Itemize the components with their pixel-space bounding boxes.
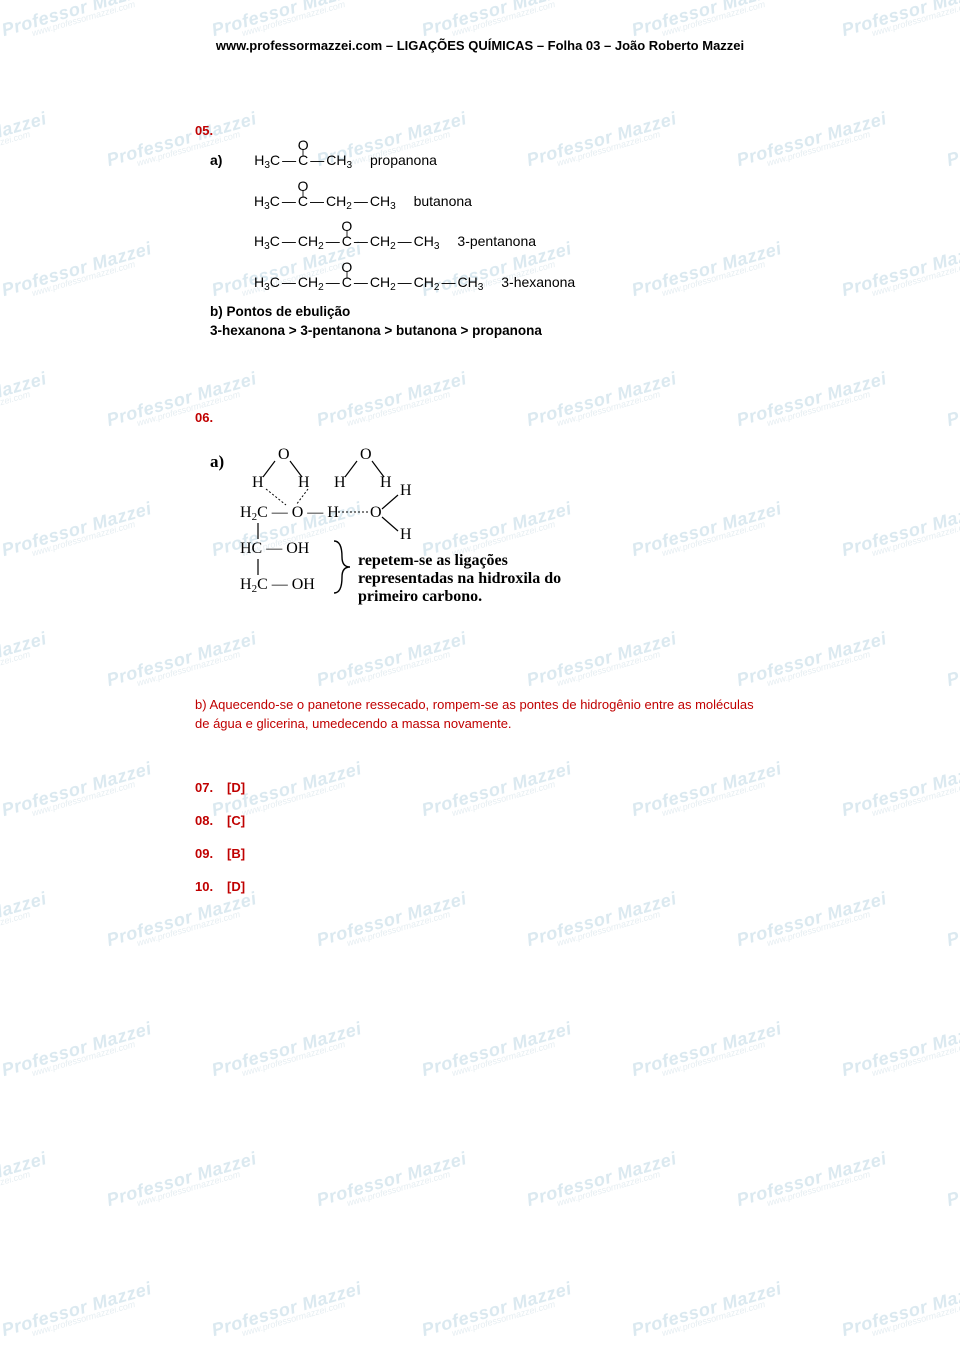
q06-diagram: a) O H H O H H H2C — O — H O H H xyxy=(210,439,900,642)
svg-text:O: O xyxy=(360,446,372,463)
question-number-06: 06. xyxy=(195,410,900,425)
q05-block: a) H3C—C—CH3 propanona H3C—C—CH2—CH3 but… xyxy=(210,152,900,340)
compound-3hexanona: H3C—CH2—C—CH2—CH2—CH3 xyxy=(254,274,483,290)
svg-text:H2C — OH: H2C — OH xyxy=(240,576,315,595)
compound-name: 3-pentanona xyxy=(457,233,536,249)
svg-text:O: O xyxy=(370,504,382,521)
q06-note-l3: primeiro carbono. xyxy=(358,588,482,605)
svg-text:H: H xyxy=(400,482,412,499)
svg-text:H: H xyxy=(400,526,412,543)
answer-row: 09.[B] xyxy=(195,846,900,861)
q05-part-a-label: a) xyxy=(210,152,222,168)
answer-row: 08.[C] xyxy=(195,813,900,828)
svg-text:H: H xyxy=(252,474,264,491)
answers-list: 07.[D] 08.[C] 09.[B] 10.[D] xyxy=(195,780,900,894)
compound-name: butanona xyxy=(414,193,472,209)
q05-part-b-order: 3-hexanona > 3-pentanona > butanona > pr… xyxy=(210,323,900,340)
svg-text:H: H xyxy=(298,474,310,491)
compound-propanona: H3C—C—CH3 xyxy=(254,152,352,168)
svg-text:a): a) xyxy=(210,452,224,471)
svg-text:H: H xyxy=(334,474,346,491)
compound-name: propanona xyxy=(370,152,437,168)
question-number-05: 05. xyxy=(195,123,900,138)
svg-text:H2C — O — H: H2C — O — H xyxy=(240,504,339,523)
q05-part-b-title: b) Pontos de ebulição xyxy=(210,304,900,321)
compound-name: 3-hexanona xyxy=(501,274,575,290)
q06-part-b-text: b) Aquecendo-se o panetone ressecado, ro… xyxy=(195,696,765,734)
answer-row: 10.[D] xyxy=(195,879,900,894)
q06-note-l2: representadas na hidroxila do xyxy=(358,570,561,587)
compound-butanona: H3C—C—CH2—CH3 xyxy=(254,193,396,209)
compound-3pentanona: H3C—CH2—C—CH2—CH3 xyxy=(254,233,440,249)
page-header: www.professormazzei.com – LIGAÇÕES QUÍMI… xyxy=(60,38,900,53)
answer-row: 07.[D] xyxy=(195,780,900,795)
q06-note-l1: repetem-se as ligações xyxy=(358,552,508,569)
svg-text:HC — OH: HC — OH xyxy=(240,540,310,557)
svg-text:H: H xyxy=(380,474,392,491)
svg-text:O: O xyxy=(278,446,290,463)
